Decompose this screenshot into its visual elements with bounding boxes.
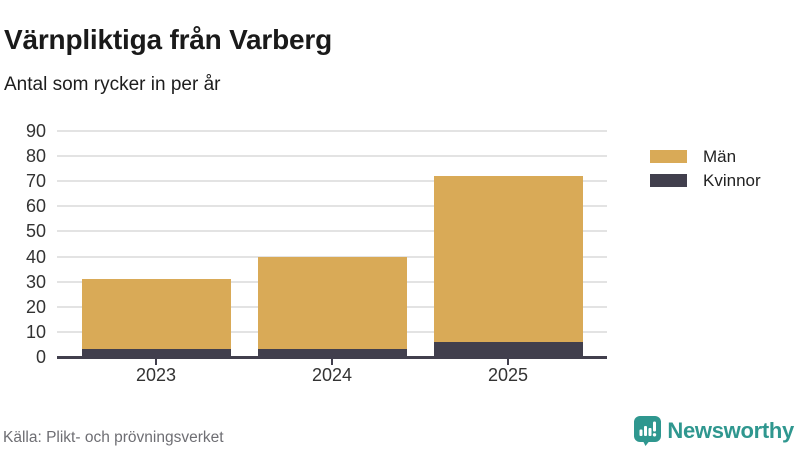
gridline-70 xyxy=(57,180,607,183)
legend-item-kvinnor: Kvinnor xyxy=(650,170,761,190)
x-tick-label-2024: 2024 xyxy=(311,365,353,385)
y-axis-labels: 0 10 20 30 40 50 60 70 80 90 xyxy=(0,121,46,367)
gridline-90 xyxy=(57,130,607,132)
bar-segment-kvinnor-2024 xyxy=(257,349,407,357)
x-axis-line xyxy=(57,356,607,359)
y-tick-label: 10 xyxy=(25,321,46,342)
y-tick-label: 80 xyxy=(25,146,46,167)
source-note: Källa: Plikt- och prövningsverket xyxy=(3,429,224,446)
gridline-60 xyxy=(57,205,607,208)
gridline-50 xyxy=(57,230,607,233)
x-axis-tick xyxy=(507,359,509,365)
legend: Män Kvinnor xyxy=(650,146,761,190)
bar-segment-män-2023 xyxy=(81,279,231,350)
chart-subtitle: Antal som rycker in per år xyxy=(4,74,221,95)
newsworthy-wordmark: Newsworthy xyxy=(667,418,794,443)
gridline-80 xyxy=(57,155,607,158)
chart-title: Värnpliktiga från Varberg xyxy=(4,23,332,55)
bar-segment-kvinnor-2025 xyxy=(433,341,583,357)
y-tick-label: 60 xyxy=(25,196,46,217)
bar-segment-kvinnor-2023 xyxy=(81,349,231,357)
plot-area xyxy=(57,130,607,365)
y-tick-label: 0 xyxy=(35,347,46,367)
bar-segment-män-2024 xyxy=(257,256,407,350)
legend-swatch-män xyxy=(650,150,687,163)
legend-label-kvinnor: Kvinnor xyxy=(703,170,761,190)
y-tick-label: 30 xyxy=(25,271,46,292)
y-tick-label: 90 xyxy=(25,121,46,141)
x-axis-labels: 2023 2024 2025 xyxy=(0,365,800,389)
legend-item-män: Män xyxy=(650,146,761,166)
newsworthy-icon xyxy=(634,416,662,446)
y-tick-label: 40 xyxy=(25,246,46,267)
x-tick-label-2023: 2023 xyxy=(135,365,177,385)
newsworthy-logo: Newsworthy xyxy=(634,416,794,446)
x-axis-tick xyxy=(331,359,333,365)
x-tick-label-2025: 2025 xyxy=(487,365,529,385)
legend-swatch-kvinnor xyxy=(650,174,687,187)
y-tick-label: 70 xyxy=(25,171,46,192)
legend-label-män: Män xyxy=(703,146,737,166)
x-axis-tick xyxy=(155,359,157,365)
y-tick-label: 50 xyxy=(25,221,46,242)
y-tick-label: 20 xyxy=(25,296,46,317)
bar-segment-män-2025 xyxy=(433,176,583,342)
